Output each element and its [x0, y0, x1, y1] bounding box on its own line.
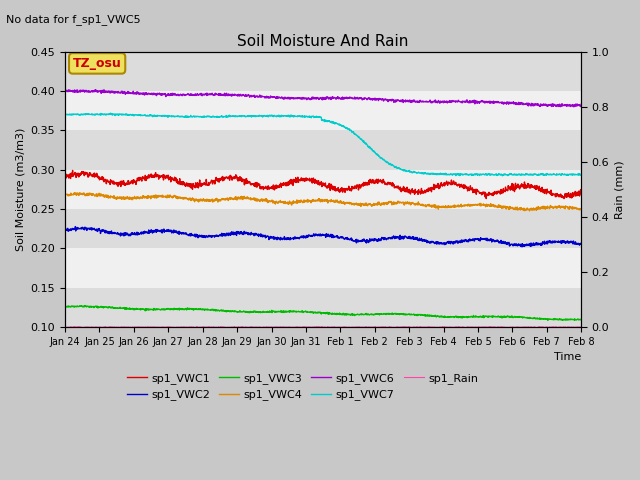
sp1_VWC7: [280, 113, 288, 119]
sp1_Rain: [280, 324, 288, 330]
sp1_VWC6: [61, 87, 69, 93]
sp1_VWC4: [301, 199, 308, 205]
Bar: [65, 170, 581, 209]
sp1_VWC6: [291, 96, 299, 102]
Title: Soil Moisture And Rain: Soil Moisture And Rain: [237, 34, 409, 49]
sp1_VWC4: [355, 203, 363, 208]
Bar: [65, 288, 581, 327]
Legend: sp1_VWC1, sp1_VWC2, sp1_VWC3, sp1_VWC4, sp1_VWC6, sp1_VWC7, sp1_Rain: sp1_VWC1, sp1_VWC2, sp1_VWC3, sp1_VWC4, …: [122, 369, 483, 405]
sp1_VWC4: [577, 206, 585, 212]
sp1_Rain: [122, 324, 130, 330]
sp1_VWC7: [577, 172, 585, 178]
sp1_VWC6: [301, 95, 308, 101]
sp1_VWC4: [70, 190, 78, 195]
sp1_VWC3: [577, 317, 585, 323]
Bar: [65, 249, 581, 288]
Text: TZ_osu: TZ_osu: [73, 57, 122, 70]
sp1_VWC1: [122, 180, 130, 186]
sp1_VWC7: [101, 112, 109, 118]
sp1_VWC2: [280, 234, 288, 240]
sp1_Rain: [101, 324, 109, 330]
sp1_VWC3: [122, 305, 130, 311]
sp1_VWC4: [280, 201, 288, 206]
sp1_VWC3: [102, 304, 109, 310]
sp1_VWC7: [291, 113, 299, 119]
sp1_VWC3: [61, 303, 69, 309]
sp1_VWC2: [291, 235, 299, 240]
sp1_VWC1: [102, 178, 109, 183]
sp1_Rain: [297, 325, 305, 331]
sp1_VWC6: [577, 101, 585, 107]
sp1_VWC6: [355, 96, 363, 102]
sp1_VWC1: [301, 178, 308, 184]
sp1_VWC2: [122, 231, 130, 237]
sp1_VWC7: [301, 113, 308, 119]
sp1_VWC2: [518, 244, 526, 250]
X-axis label: Time: Time: [554, 352, 581, 362]
sp1_Rain: [301, 324, 308, 330]
sp1_VWC2: [61, 228, 69, 233]
sp1_VWC6: [280, 95, 288, 100]
sp1_VWC4: [122, 196, 130, 202]
sp1_VWC4: [61, 193, 69, 199]
Line: sp1_VWC6: sp1_VWC6: [65, 90, 581, 107]
sp1_VWC2: [102, 228, 109, 233]
Line: sp1_Rain: sp1_Rain: [65, 326, 581, 328]
sp1_VWC6: [73, 87, 81, 93]
Line: sp1_VWC2: sp1_VWC2: [65, 227, 581, 247]
sp1_VWC7: [499, 173, 506, 179]
Bar: [65, 209, 581, 249]
sp1_VWC3: [291, 309, 299, 314]
sp1_Rain: [355, 324, 363, 330]
sp1_VWC6: [122, 90, 130, 96]
sp1_VWC1: [280, 182, 288, 188]
sp1_VWC1: [483, 196, 490, 202]
sp1_VWC3: [301, 309, 308, 314]
Bar: [65, 52, 581, 91]
sp1_Rain: [291, 324, 299, 330]
sp1_VWC4: [291, 199, 299, 204]
sp1_VWC7: [122, 111, 130, 117]
Text: No data for f_sp1_VWC5: No data for f_sp1_VWC5: [6, 14, 141, 25]
sp1_VWC2: [355, 238, 363, 244]
Line: sp1_VWC1: sp1_VWC1: [65, 170, 581, 199]
sp1_VWC1: [61, 175, 69, 181]
Line: sp1_VWC3: sp1_VWC3: [65, 305, 581, 320]
sp1_VWC3: [280, 309, 288, 315]
sp1_VWC1: [355, 181, 363, 187]
sp1_VWC1: [291, 177, 299, 183]
sp1_VWC1: [68, 168, 76, 173]
sp1_VWC1: [577, 187, 585, 192]
sp1_VWC2: [301, 235, 308, 240]
Y-axis label: Soil Moisture (m3/m3): Soil Moisture (m3/m3): [15, 128, 25, 251]
Bar: [65, 131, 581, 170]
sp1_VWC2: [577, 240, 585, 246]
sp1_VWC7: [107, 110, 115, 116]
sp1_VWC3: [355, 312, 363, 318]
Line: sp1_VWC4: sp1_VWC4: [65, 192, 581, 211]
sp1_Rain: [61, 324, 69, 329]
sp1_VWC7: [355, 134, 363, 140]
sp1_VWC3: [81, 302, 89, 308]
sp1_VWC6: [570, 104, 577, 109]
sp1_VWC3: [544, 317, 552, 323]
Bar: [65, 91, 581, 131]
sp1_Rain: [577, 324, 585, 330]
sp1_VWC2: [72, 224, 79, 229]
sp1_VWC4: [526, 208, 534, 214]
Line: sp1_VWC7: sp1_VWC7: [65, 113, 581, 176]
sp1_VWC4: [102, 193, 109, 199]
Y-axis label: Rain (mm): Rain (mm): [615, 160, 625, 219]
sp1_VWC7: [61, 112, 69, 118]
sp1_VWC6: [102, 88, 109, 94]
